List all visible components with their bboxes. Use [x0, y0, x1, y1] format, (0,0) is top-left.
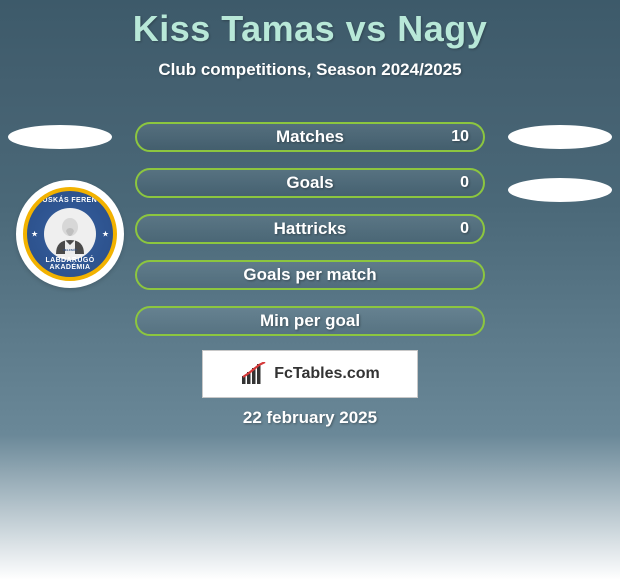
person-silhouette-icon: FELCSÚT: [50, 214, 90, 254]
stat-row-min-per-goal: Min per goal: [135, 306, 485, 336]
chart-icon: [240, 362, 268, 386]
stat-value: 0: [460, 174, 469, 192]
club-crest: PUSKÁS FERENC ★★ FELCSÚT LABDARÚGÓ AKADÉ…: [16, 180, 124, 288]
crest-text-bottom: LABDARÚGÓ AKADÉMIA: [27, 257, 113, 271]
stat-label: Goals per match: [243, 265, 376, 285]
crest-text-top: PUSKÁS FERENC: [27, 197, 113, 204]
player-left-placeholder: [8, 125, 112, 149]
stat-label: Matches: [276, 127, 344, 147]
stat-row-goals-per-match: Goals per match: [135, 260, 485, 290]
crest-portrait: FELCSÚT: [44, 208, 96, 260]
stat-row-goals: Goals 0: [135, 168, 485, 198]
brand-text: FcTables.com: [274, 365, 380, 383]
stat-label: Hattricks: [274, 219, 347, 239]
stat-value: 0: [460, 220, 469, 238]
page-subtitle: Club competitions, Season 2024/2025: [0, 60, 620, 80]
stat-row-hattricks: Hattricks 0: [135, 214, 485, 244]
date-label: 22 february 2025: [0, 408, 620, 428]
crest-inner-label: FELCSÚT: [63, 247, 77, 252]
stat-value: 10: [451, 128, 469, 146]
stat-row-matches: Matches 10: [135, 122, 485, 152]
stat-label: Goals: [286, 173, 333, 193]
card-container: Kiss Tamas vs Nagy Club competitions, Se…: [0, 0, 620, 580]
stats-list: Matches 10 Goals 0 Hattricks 0 Goals per…: [135, 122, 485, 352]
stat-label: Min per goal: [260, 311, 360, 331]
page-title: Kiss Tamas vs Nagy: [0, 0, 620, 50]
player-right-placeholder-2: [508, 178, 612, 202]
player-right-placeholder-1: [508, 125, 612, 149]
club-crest-inner-ring: PUSKÁS FERENC ★★ FELCSÚT LABDARÚGÓ AKADÉ…: [23, 187, 117, 281]
fctables-link[interactable]: FcTables.com: [202, 350, 418, 398]
